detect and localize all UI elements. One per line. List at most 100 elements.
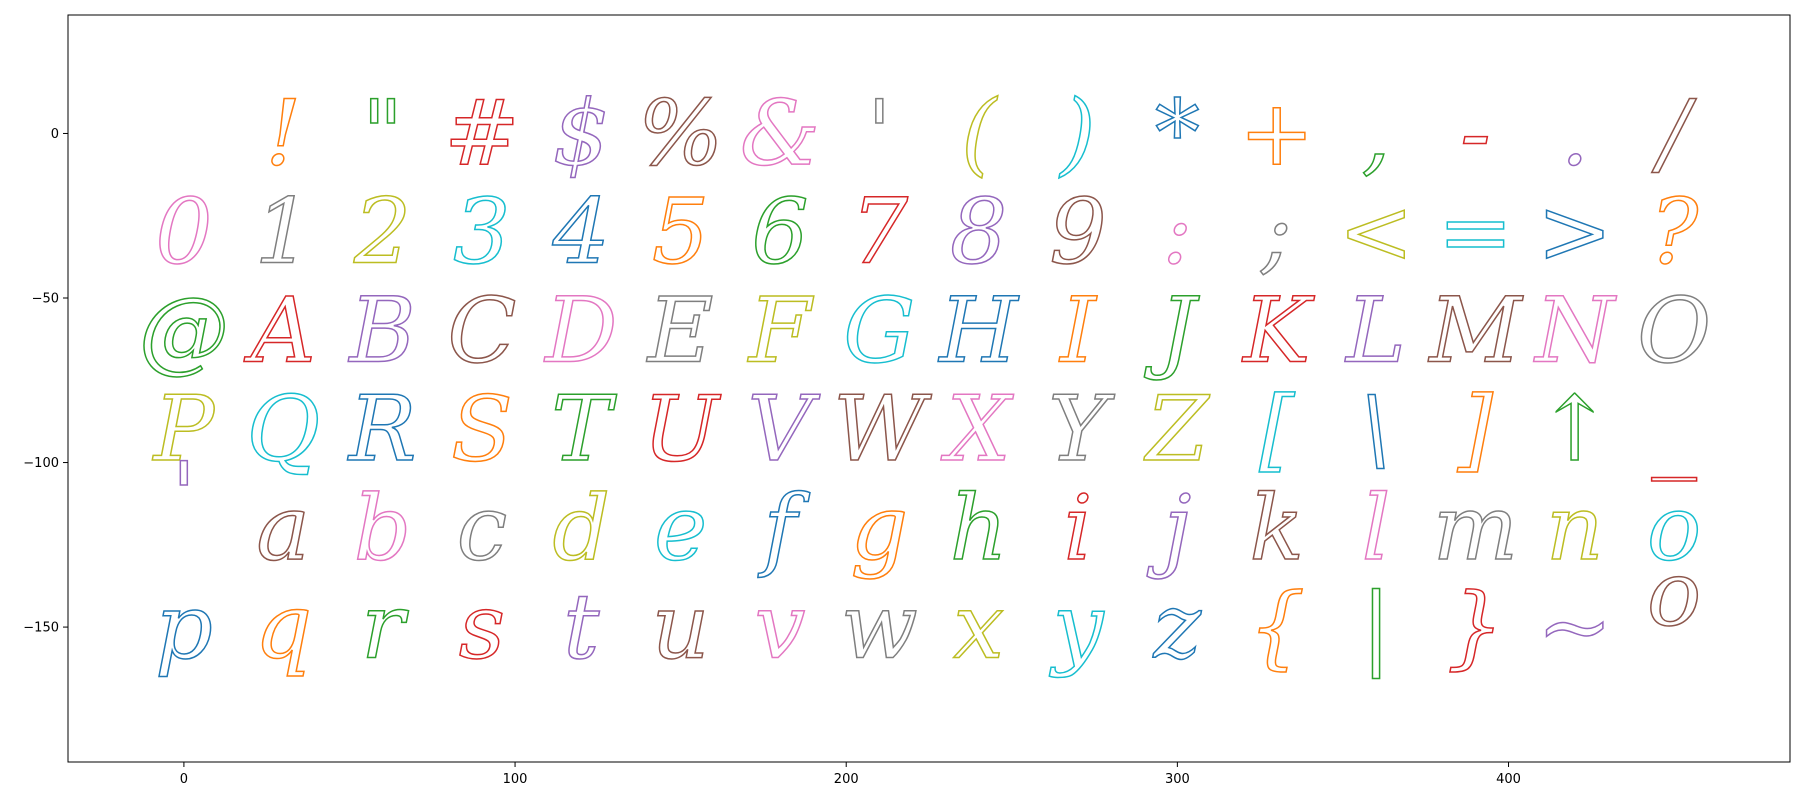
glyph-32: A (244, 278, 316, 383)
glyph-43: L (1344, 278, 1406, 383)
glyph-40: I (1058, 278, 1097, 383)
glyph-6: ' (867, 81, 892, 186)
glyph-54: W (833, 377, 932, 482)
glyph-45: N (1533, 278, 1617, 383)
glyph-10: + (1239, 81, 1314, 186)
glyph-57: Z (1143, 377, 1210, 482)
glyph-8: ) (1058, 81, 1095, 186)
glyph-27: < (1338, 180, 1413, 285)
glyph-44: M (1427, 278, 1523, 383)
glyph-35: D (543, 278, 617, 383)
glyph-23: 8 (950, 180, 1007, 285)
glyph-19: 4 (552, 180, 610, 285)
glyph-94: o (1647, 542, 1701, 647)
glyph-74: k (1249, 476, 1304, 581)
glyph-76: m (1433, 476, 1518, 581)
glyph-83: t (563, 575, 600, 680)
glyph-72: i (1064, 476, 1093, 581)
glyph-73: j (1146, 476, 1191, 581)
glyph-69: f (757, 476, 810, 581)
x-tick-label: 400 (1496, 772, 1521, 787)
x-tick-label: 200 (834, 772, 859, 787)
y-tick-label: −100 (23, 456, 59, 471)
glyph-18: 3 (453, 180, 510, 285)
plot-frame (67, 14, 1791, 763)
glyph-11: , (1362, 81, 1391, 186)
glyph-22: 7 (851, 180, 909, 285)
glyph-30: ? (1650, 180, 1699, 285)
glyph-39: H (937, 278, 1019, 383)
glyph-67: d (552, 476, 610, 581)
glyph-38: G (843, 278, 915, 383)
glyph-87: x (953, 575, 1004, 680)
glyph-52: U (643, 377, 722, 482)
glyph-7: ( (961, 81, 998, 186)
glyph-79: p (155, 575, 213, 680)
glyph-59: \ (1361, 377, 1391, 482)
y-tick-label: 0 (51, 127, 59, 142)
glyph-0: ! (265, 81, 301, 186)
glyph-36: E (646, 278, 714, 383)
x-tick-label: 0 (180, 772, 188, 787)
glyph-77: n (1546, 476, 1604, 581)
glyph-2: # (444, 81, 519, 186)
glyph-14: / (1651, 81, 1697, 186)
glyph-65: b (354, 476, 412, 581)
y-tick-label: −150 (23, 621, 59, 636)
glyph-21: 6 (751, 180, 808, 285)
glyph-51: T (551, 377, 617, 482)
glyph-48: Q (246, 377, 320, 482)
glyph-24: 9 (1049, 180, 1106, 285)
glyph-31: @ (139, 278, 229, 383)
glyph-62: _ (1652, 377, 1697, 482)
glyph-26: ; (1260, 180, 1292, 285)
glyph-1: " (362, 81, 403, 186)
glyph-25: : (1162, 180, 1192, 285)
glyph-84: u (652, 575, 710, 680)
glyph-layer: ! " # $% & '() * +, -./0 1 2 3 4 5 6 7 8 9:; < = > ?@ A B C D E F G H… (138, 80, 1712, 680)
glyph-34: C (448, 278, 517, 383)
glyph-9: * (1155, 81, 1200, 186)
glyph-75: l (1362, 476, 1391, 581)
x-tick-label: 100 (503, 772, 528, 787)
glyph-33: B (348, 278, 416, 383)
glyph-3: $ (553, 81, 610, 186)
glyph-47: P (152, 377, 216, 482)
glyph-61: ↑ (1537, 377, 1612, 482)
y-axis: 0 −50 −100 −150 (23, 127, 68, 636)
glyph-90: { (1248, 575, 1305, 680)
glyph-81: r (361, 575, 409, 680)
glyph-29: > (1537, 180, 1612, 285)
glyph-37: F (747, 278, 815, 383)
glyph-85: v (755, 575, 806, 680)
glyph-91: | (1361, 575, 1391, 680)
glyph-20: 5 (652, 180, 709, 285)
glyph-12: - (1460, 81, 1490, 186)
y-tick-label: −50 (32, 292, 59, 307)
glyph-42: K (1241, 278, 1315, 383)
glyph-55: X (941, 377, 1015, 482)
glyph-92: } (1447, 575, 1504, 680)
glyph-58: [ (1259, 377, 1295, 482)
glyph-13: . (1560, 81, 1589, 186)
x-tick-label: 300 (1165, 772, 1190, 787)
glyph-53: V (747, 377, 820, 482)
glyph-88: y (1049, 575, 1105, 680)
glyph-86: w (841, 575, 918, 680)
glyph-16: 1 (255, 180, 312, 285)
glyph-64: a (256, 476, 310, 581)
glyph-50: S (451, 377, 513, 482)
glyph-46: O (1637, 278, 1711, 383)
glyph-93: ~ (1537, 575, 1612, 680)
glyph-78: o (1647, 476, 1701, 581)
glyph-82: s (459, 575, 505, 680)
glyph-80: q (254, 575, 312, 680)
glyph-71: h (950, 476, 1008, 581)
glyph-4: % (638, 81, 724, 186)
glyph-49: R (347, 377, 417, 482)
glyph-5: & (740, 81, 820, 186)
glyph-70: g (851, 476, 909, 581)
glyph-17: 2 (353, 180, 411, 285)
glyph-89: z (1153, 575, 1202, 680)
